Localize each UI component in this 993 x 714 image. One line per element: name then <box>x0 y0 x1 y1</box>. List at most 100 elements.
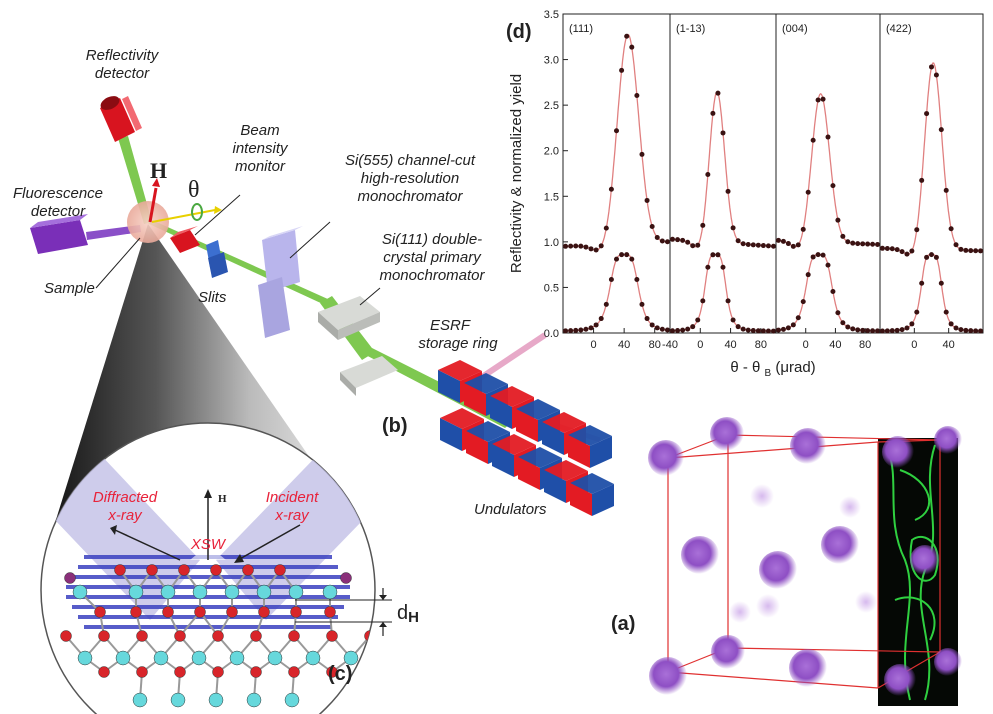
y-tick-label: 2.0 <box>544 146 559 158</box>
lattice-atom <box>289 585 303 599</box>
density-blob <box>934 426 962 454</box>
lattice-atom <box>175 631 186 642</box>
lattice-atom <box>285 693 299 707</box>
yield-data-point <box>924 111 929 116</box>
reflectivity-data-point <box>973 328 978 333</box>
yield-data-point <box>786 241 791 246</box>
yield-data-point <box>634 93 639 98</box>
density-blob <box>711 635 745 669</box>
x-tick-label: 80 <box>755 339 767 351</box>
reflectivity-data-point <box>963 328 968 333</box>
yield-data-point <box>914 227 919 232</box>
x-tick-label: 40 <box>829 339 841 351</box>
xsw-stripe <box>72 605 344 609</box>
yield-data-point <box>830 183 835 188</box>
lattice-atom <box>209 693 223 707</box>
reflectivity-data-point <box>645 316 650 321</box>
x-tick-label: 80 <box>649 339 661 351</box>
reflectivity-data-point <box>821 253 826 258</box>
reflectivity-data-point <box>629 257 634 262</box>
chart-panel-frame <box>670 14 776 333</box>
yield-data-point <box>710 111 715 116</box>
yield-fit-line <box>776 94 880 247</box>
reflectivity-data-point <box>870 328 875 333</box>
yield-data-point <box>670 237 675 242</box>
reflectivity-data-point <box>624 252 629 257</box>
y-tick-label: 0.5 <box>544 282 559 294</box>
reflectivity-data-point <box>685 327 690 332</box>
reflectivity-data-point <box>726 298 731 303</box>
yield-data-point <box>568 244 573 249</box>
reflectivity-data-point <box>731 318 736 323</box>
h-small-label: H <box>218 493 227 505</box>
yield-data-point <box>919 178 924 183</box>
lattice-atom <box>327 631 338 642</box>
reflectivity-data-point <box>721 265 726 270</box>
lattice-atom <box>61 631 72 642</box>
xsw-label: XSW <box>190 536 227 553</box>
yield-data-point <box>954 242 959 247</box>
y-tick-label: 2.5 <box>544 100 559 112</box>
lattice-atom <box>289 631 300 642</box>
x-tick-label: 0 <box>911 339 917 351</box>
reflectivity-data-point <box>890 328 895 333</box>
reflectivity-data-point <box>939 281 944 286</box>
x-tick-label: 0 <box>591 339 597 351</box>
yield-data-point <box>934 72 939 77</box>
y-tick-label: 3.5 <box>544 9 559 21</box>
reflectivity-data-point <box>914 310 919 315</box>
reflectivity-data-point <box>741 327 746 332</box>
reflectivity-data-point <box>751 328 756 333</box>
density-blob-faint <box>729 601 751 623</box>
yield-data-point <box>875 242 880 247</box>
reflectivity-data-point <box>746 328 751 333</box>
lattice-atom <box>129 585 143 599</box>
reflectivity-data-point <box>865 328 870 333</box>
reflectivity-data-point <box>855 327 860 332</box>
yield-data-point <box>806 190 811 195</box>
yield-data-point <box>929 64 934 69</box>
panel-label-a: (a) <box>611 613 635 635</box>
density-blob <box>648 440 684 476</box>
reflectivity-data-point <box>715 252 720 257</box>
yield-data-point <box>865 242 870 247</box>
channel-cut-monochromator-icon <box>258 226 303 338</box>
yield-data-point <box>715 91 720 96</box>
panel-reflection-label: (004) <box>782 23 808 35</box>
lattice-atom <box>65 573 76 584</box>
yield-data-point <box>680 238 685 243</box>
reflectivity-data-point <box>781 327 786 332</box>
x-tick-label: 80 <box>859 339 871 351</box>
fluorescence-detector-label: Fluorescence detector <box>13 185 103 220</box>
lattice-atom <box>147 565 158 576</box>
yield-data-point <box>811 138 816 143</box>
panel-label-d: (d) <box>506 21 532 43</box>
yield-data-point <box>949 226 954 231</box>
yield-data-point <box>751 242 756 247</box>
reflectivity-data-point <box>594 322 599 327</box>
reflectivity-data-point <box>919 281 924 286</box>
yield-data-point <box>583 245 588 250</box>
lattice-atom <box>259 607 270 618</box>
yield-data-point <box>939 127 944 132</box>
lattice-atom <box>289 667 300 678</box>
yield-data-point <box>731 225 736 230</box>
reflectivity-fit-line <box>563 255 670 331</box>
yield-data-point <box>791 244 796 249</box>
yield-data-point <box>821 97 826 102</box>
density-blob <box>882 436 914 468</box>
yield-data-point <box>619 68 624 73</box>
panel-label-c: (c) <box>328 663 352 685</box>
reflectivity-data-point <box>904 326 909 331</box>
density-blob <box>681 536 719 574</box>
yield-data-point <box>958 247 963 252</box>
lattice-atom <box>131 607 142 618</box>
reflectivity-data-point <box>609 277 614 282</box>
yield-data-point <box>900 249 905 254</box>
yield-data-point <box>746 242 751 247</box>
reflectivity-data-point <box>761 328 766 333</box>
beam-monitor-icon <box>170 226 200 253</box>
reflectivity-data-point <box>806 272 811 277</box>
lattice-atom <box>161 585 175 599</box>
reflectivity-data-point <box>756 328 761 333</box>
